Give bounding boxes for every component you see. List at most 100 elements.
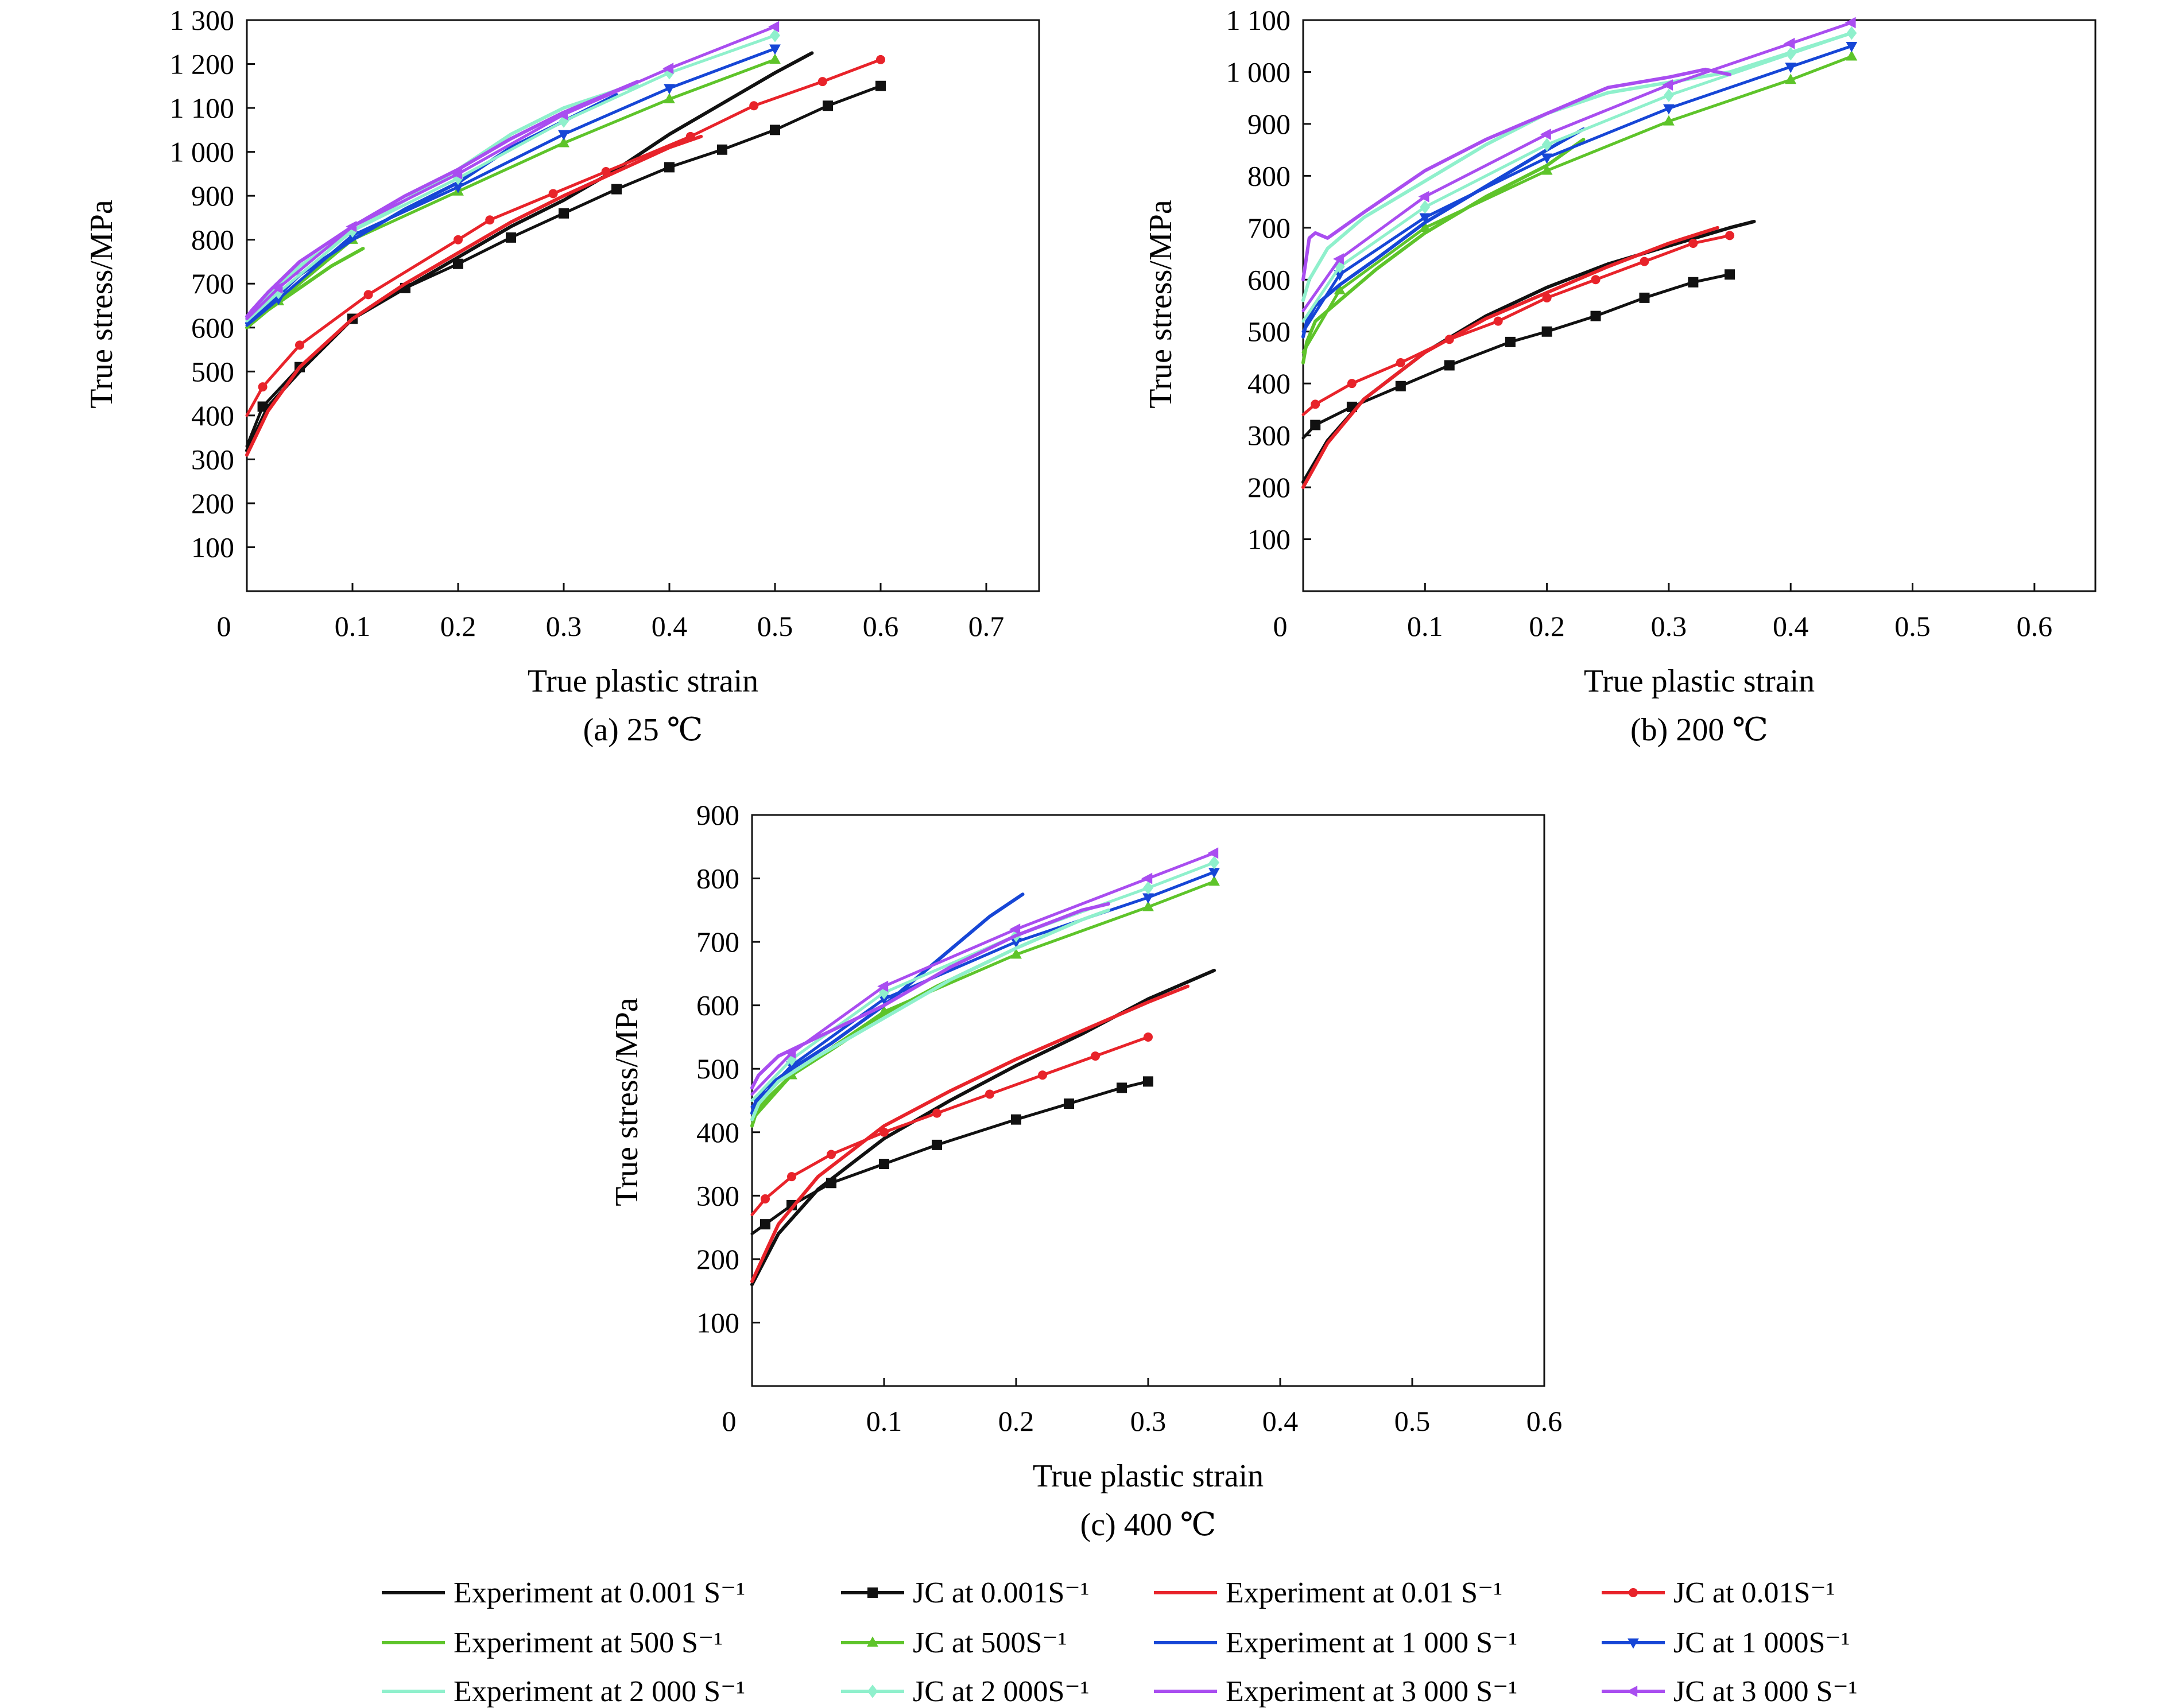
- chart-panels: 100 200 300 400 500 600 700 800 900 1 000 1 100 1 2…: [84, 4, 2097, 1543]
- legend-item-jc001: JC at 0.01S⁻¹: [1602, 1577, 1835, 1609]
- legend-label: JC at 2 000S⁻¹: [913, 1675, 1089, 1708]
- series-point-jc001: [827, 1150, 836, 1159]
- series-point-jc1000: [1419, 213, 1431, 224]
- series-point-jc3000: [346, 220, 357, 232]
- y-tick-label: 200: [696, 1243, 739, 1275]
- series-point-jc3000: [1009, 923, 1021, 935]
- series-point-jc001: [454, 235, 463, 244]
- series-exp3000: [750, 902, 1110, 1090]
- series-point-jc500: [1785, 73, 1797, 84]
- x-tick-label: 0.3: [1130, 1405, 1167, 1437]
- series-point-jc500: [1208, 875, 1220, 886]
- y-axis-label: True stress/MPa: [609, 997, 645, 1206]
- series-point-jc1000: [1663, 104, 1675, 115]
- series-point-jc3000: [557, 108, 568, 121]
- series-line-exp1000: [750, 892, 1025, 1115]
- legend-marker: [1629, 1588, 1638, 1597]
- y-axis-label: True stress/MPa: [1143, 200, 1179, 409]
- series-point-jc001: [761, 1194, 770, 1204]
- series-point-jc3000: [1540, 129, 1551, 140]
- series-line-exp2000: [750, 908, 1110, 1121]
- series-point-jc3000: [1332, 253, 1344, 265]
- series-line-exp3000: [750, 902, 1110, 1090]
- legend-item-exp1000: Experiment at 1 000 S⁻¹: [1154, 1627, 1517, 1659]
- series-line-jc3000: [245, 25, 777, 320]
- legend: Experiment at 0.001 S⁻¹ JC at 0.001S⁻¹ Exp…: [382, 1577, 1857, 1708]
- series-line-jc500: [750, 880, 1216, 1121]
- legend-marker: [867, 1684, 878, 1698]
- y-tick-label: 1 200: [170, 48, 235, 80]
- series-point-jc500: [769, 53, 781, 64]
- series-point-jc500: [558, 137, 569, 147]
- series-exp1000: [750, 892, 1025, 1115]
- y-tick-label: 1 000: [170, 136, 235, 168]
- series-point-jc001: [1091, 1051, 1100, 1061]
- series-point-jc3000: [1141, 872, 1153, 884]
- series-exp001: [750, 984, 1189, 1283]
- x-tick-label: 0.5: [1394, 1405, 1431, 1437]
- series-point-jc1000: [1010, 937, 1022, 948]
- y-tick-label: 500: [696, 1053, 739, 1085]
- series-point-jc001: [817, 77, 827, 87]
- series-jc001: [750, 1032, 1153, 1216]
- legend-label: JC at 0.001S⁻¹: [913, 1577, 1089, 1609]
- legend-label: Experiment at 1 000 S⁻¹: [1226, 1627, 1517, 1659]
- series-line-exp3000: [245, 80, 640, 319]
- x-tick-label: 0.4: [652, 610, 688, 642]
- series-point-jc0001: [1395, 381, 1406, 391]
- origin-label: 0: [217, 610, 231, 642]
- series-point-jc0001: [559, 208, 569, 219]
- series-point-jc2000: [1209, 856, 1219, 869]
- series-exp001: [1301, 226, 1719, 490]
- y-tick-label: 200: [1247, 471, 1291, 503]
- series-point-jc0001: [506, 232, 516, 243]
- x-axis-label: True plastic strain: [1584, 663, 1815, 699]
- series-point-jc3000: [1844, 17, 1856, 29]
- series-line-jc500: [245, 58, 777, 329]
- series-point-jc001: [787, 1172, 796, 1182]
- series-point-jc0001: [1505, 336, 1516, 347]
- series-point-jc001: [363, 290, 373, 300]
- series-point-jc0001: [1064, 1098, 1074, 1109]
- series-point-jc1000: [1142, 893, 1154, 904]
- x-tick-label: 0.2: [998, 1405, 1034, 1437]
- panel-caption: (b) 200 ℃: [1630, 712, 1768, 748]
- series-point-jc0001: [823, 100, 833, 111]
- series-point-jc0001: [1310, 420, 1321, 430]
- legend-item-jc0001: JC at 0.001S⁻¹: [841, 1577, 1089, 1609]
- series-line-jc2000: [750, 861, 1216, 1102]
- panel-caption: (a) 25 ℃: [583, 712, 703, 748]
- x-tick-label: 0.3: [546, 610, 582, 642]
- y-tick-label: 400: [696, 1116, 739, 1148]
- y-tick-label: 200: [191, 487, 234, 519]
- series-point-jc001: [258, 382, 268, 392]
- y-tick-label: 900: [696, 799, 739, 831]
- series-point-jc0001: [770, 125, 780, 135]
- series-point-jc001: [685, 131, 695, 141]
- series-jc3000: [1301, 17, 1856, 313]
- series-point-jc500: [1010, 948, 1022, 959]
- series-point-jc0001: [1444, 360, 1455, 371]
- legend-item-jc3000: JC at 3 000 S⁻¹: [1602, 1675, 1857, 1708]
- series-exp0001: [1301, 219, 1756, 484]
- series-point-jc001: [1444, 335, 1454, 344]
- series-point-jc1000: [769, 44, 781, 55]
- series-line-exp001: [1301, 226, 1719, 490]
- series-point-jc3000: [785, 1047, 796, 1059]
- series-point-jc3000: [272, 282, 283, 294]
- series-point-jc001: [1591, 275, 1601, 285]
- series-jc001: [1301, 231, 1735, 416]
- series-point-jc0001: [717, 144, 727, 155]
- legend-label: JC at 500S⁻¹: [913, 1627, 1067, 1659]
- series-point-jc0001: [932, 1139, 942, 1150]
- origin-label: 0: [1273, 610, 1288, 642]
- y-tick-label: 100: [1247, 523, 1291, 556]
- y-tick-label: 100: [191, 531, 234, 563]
- series-exp1000: [1301, 127, 1586, 339]
- series-point-jc001: [1640, 257, 1649, 266]
- x-tick-label: 0.7: [968, 610, 1005, 642]
- y-axis-label: True stress/MPa: [84, 200, 119, 409]
- series-exp3000: [1301, 67, 1732, 282]
